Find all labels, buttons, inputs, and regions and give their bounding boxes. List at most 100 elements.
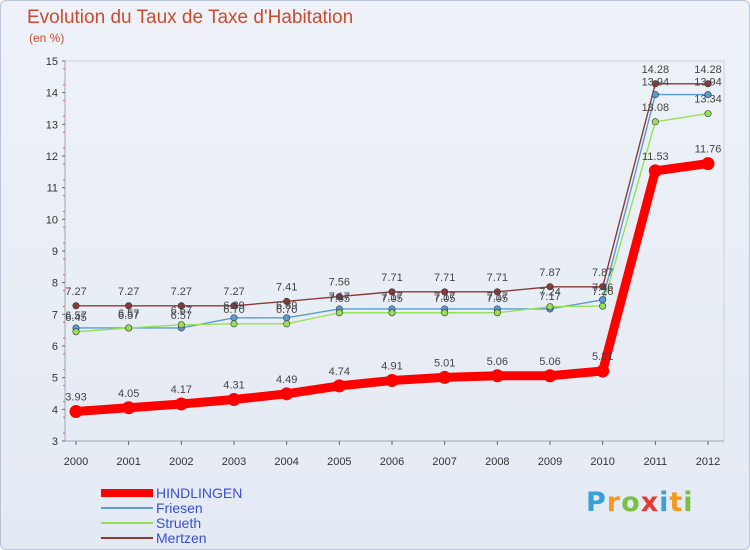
data-label-friesen: 6.57 xyxy=(171,310,192,322)
data-label-friesen: 6.89 xyxy=(276,300,297,312)
y-tick-label: 12 xyxy=(46,151,58,163)
data-point-strueth xyxy=(72,328,80,336)
data-point-hindlingen xyxy=(701,157,715,171)
proxiti-logo: Proxiti xyxy=(586,487,694,518)
x-tick-label: 2011 xyxy=(644,456,668,468)
x-tick-label: 2007 xyxy=(432,456,456,468)
x-tick-label: 2010 xyxy=(590,456,614,468)
logo-letter: P xyxy=(586,487,607,518)
data-label-strueth: 7.05 xyxy=(329,293,350,305)
data-point-strueth xyxy=(651,118,659,126)
data-point-friesen xyxy=(704,91,712,99)
data-label-hindlingen: 4.17 xyxy=(171,384,192,396)
data-label-strueth: 6.45 xyxy=(65,312,86,324)
data-label-hindlingen: 5.06 xyxy=(539,356,560,368)
legend-swatch-friesen xyxy=(101,507,153,509)
x-tick-label: 2000 xyxy=(64,456,88,468)
data-point-hindlingen xyxy=(280,387,294,401)
data-label-strueth: 7.05 xyxy=(487,293,508,305)
x-tick-label: 2012 xyxy=(696,456,720,468)
data-point-mertzen xyxy=(651,80,659,88)
data-label-friesen: 7.46 xyxy=(592,282,613,294)
data-point-hindlingen xyxy=(122,401,136,415)
data-label-friesen: 7.17 xyxy=(329,291,350,303)
data-point-strueth xyxy=(230,320,238,328)
data-point-mertzen xyxy=(177,302,185,310)
data-point-hindlingen xyxy=(490,369,504,383)
data-label-hindlingen: 4.91 xyxy=(381,361,402,373)
data-label-mertzen: 7.27 xyxy=(118,286,139,298)
data-point-mertzen xyxy=(230,302,238,310)
data-point-strueth xyxy=(283,320,291,328)
data-label-friesen: 7.17 xyxy=(487,291,508,303)
logo-letter: o xyxy=(621,487,641,518)
data-point-mertzen xyxy=(704,80,712,88)
data-label-hindlingen: 11.53 xyxy=(642,151,669,163)
y-tick-label: 8 xyxy=(52,278,58,290)
line-chart: 3 4 5 6 7 8 9 10 11 12 13 14 15 2000 2001 2002 2003 2004 2… xyxy=(46,56,725,468)
data-label-friesen: 7.17 xyxy=(381,291,402,303)
data-label-strueth: 6.57 xyxy=(118,308,139,320)
data-label-strueth: 13.08 xyxy=(642,102,670,114)
logo-letter: x xyxy=(640,487,660,518)
data-point-strueth xyxy=(493,309,501,317)
data-label-hindlingen: 4.49 xyxy=(276,374,297,386)
x-tick-label: 2001 xyxy=(116,456,140,468)
data-label-strueth: 7.05 xyxy=(434,293,455,305)
y-tick-label: 6 xyxy=(52,341,58,353)
data-point-mertzen xyxy=(546,283,554,291)
data-point-hindlingen xyxy=(438,370,452,384)
y-tick-label: 3 xyxy=(52,436,58,448)
x-tick-label: 2005 xyxy=(327,456,351,468)
data-label-mertzen: 14.28 xyxy=(694,64,722,76)
data-point-strueth xyxy=(441,309,449,317)
data-label-mertzen: 7.71 xyxy=(381,272,402,284)
data-label-mertzen: 7.71 xyxy=(487,272,508,284)
data-point-mertzen xyxy=(283,297,291,305)
data-point-strueth xyxy=(388,309,396,317)
data-label-strueth: 6.67 xyxy=(171,305,192,317)
y-tick-label: 7 xyxy=(52,309,58,321)
data-label-mertzen: 7.41 xyxy=(276,281,297,293)
y-tick-label: 4 xyxy=(52,404,58,416)
data-point-strueth xyxy=(177,321,185,329)
data-point-mertzen xyxy=(493,288,501,296)
data-point-strueth xyxy=(335,309,343,317)
data-label-friesen: 13.94 xyxy=(694,77,722,89)
data-label-hindlingen: 11.76 xyxy=(695,144,722,156)
data-label-strueth: 6.70 xyxy=(223,304,244,316)
y-tick-label: 14 xyxy=(46,88,58,100)
data-label-mertzen: 7.27 xyxy=(171,286,192,298)
y-tick-label: 10 xyxy=(46,214,58,226)
data-point-strueth xyxy=(546,303,554,311)
data-label-friesen: 6.89 xyxy=(223,300,244,312)
chart-subtitle: (en %) xyxy=(29,31,65,45)
x-tick-label: 2002 xyxy=(169,456,193,468)
data-label-strueth: 7.24 xyxy=(539,287,560,299)
data-point-mertzen xyxy=(335,293,343,301)
logo-letter: t xyxy=(669,487,684,518)
x-tick-label: 2004 xyxy=(274,456,298,468)
data-label-strueth: 7.26 xyxy=(592,286,613,298)
data-point-hindlingen xyxy=(174,397,188,411)
logo-letter: i xyxy=(683,487,694,518)
legend-label-strueth: Strueth xyxy=(156,515,202,531)
data-point-strueth xyxy=(125,324,133,332)
y-tick-label: 9 xyxy=(52,246,58,258)
data-label-friesen: 6.57 xyxy=(118,310,139,322)
data-point-hindlingen xyxy=(332,379,346,393)
data-label-friesen: 7.17 xyxy=(539,291,560,303)
data-label-hindlingen: 5.06 xyxy=(487,356,508,368)
data-label-strueth: 7.05 xyxy=(381,293,402,305)
legend-swatch-hindlingen xyxy=(101,489,153,497)
data-point-mertzen xyxy=(72,302,80,310)
data-point-hindlingen xyxy=(596,364,610,378)
x-tick-label: 2006 xyxy=(380,456,404,468)
logo-letter: i xyxy=(659,487,670,518)
x-tick-label: 2003 xyxy=(222,456,246,468)
data-label-friesen: 6.57 xyxy=(65,310,86,322)
x-tick-label: 2008 xyxy=(485,456,509,468)
data-label-mertzen: 7.27 xyxy=(223,286,244,298)
data-label-strueth: 13.34 xyxy=(694,94,722,106)
